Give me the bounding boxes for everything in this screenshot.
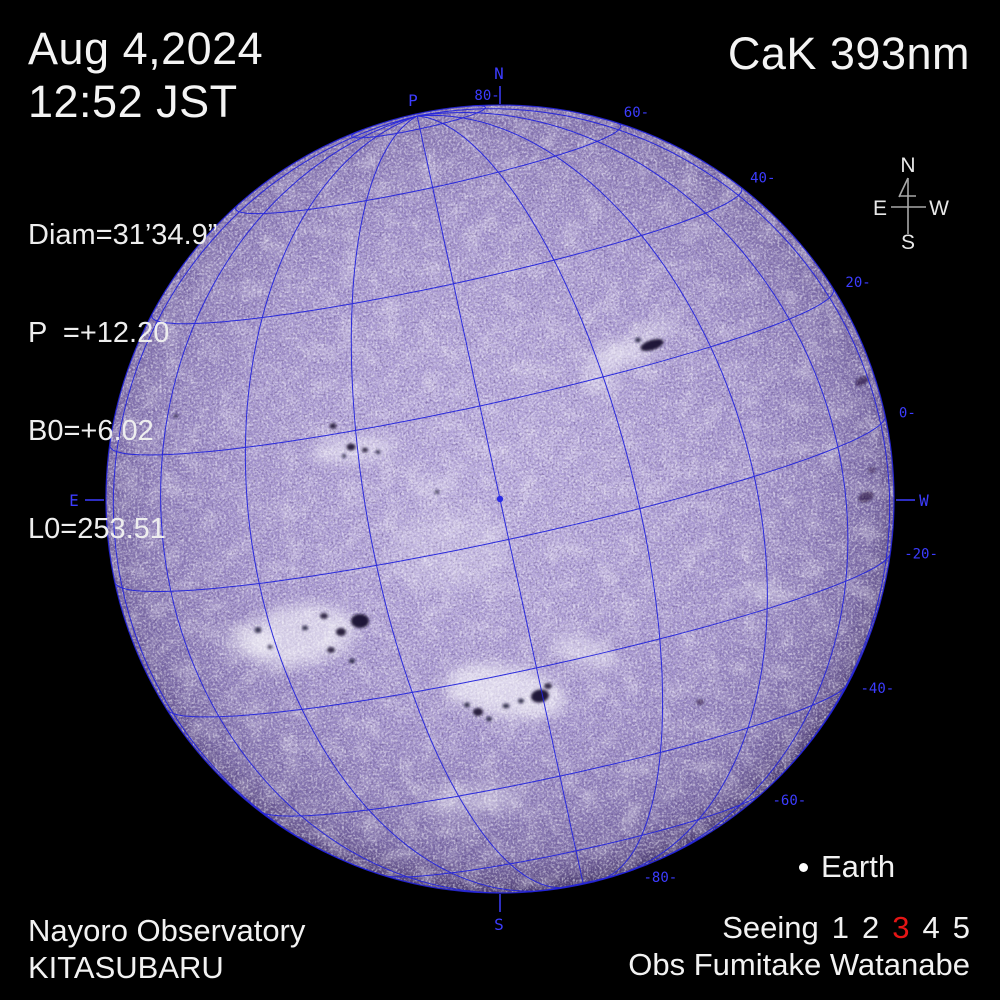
- sunspot: [342, 454, 346, 458]
- heliographic-grid: [109, 105, 891, 894]
- grid-line: [416, 115, 584, 884]
- l0-value: L0=253.51: [28, 513, 166, 546]
- plage-region: [390, 510, 510, 590]
- sunspot: [486, 716, 492, 722]
- grid-line: [244, 115, 549, 892]
- ephemeris-block: Diam=31’34.9” P =+12.20 B0=+6.02 L0=253.…: [28, 153, 217, 612]
- disk-center-marker: [496, 495, 504, 503]
- compass-north-label: N: [900, 154, 915, 177]
- grid-line: [417, 115, 664, 881]
- seeing-value-1: 1: [831, 910, 849, 945]
- disk-north-label: N: [494, 64, 504, 83]
- observatory-name: Nayoro Observatory: [28, 913, 306, 948]
- sunspot: [346, 443, 356, 451]
- seeing-observer-block: Seeing 1 2 3 4 5 Obs Fumitake Watanabe: [628, 910, 970, 983]
- sunspot: [254, 627, 262, 633]
- latitude-label: 20-: [845, 275, 870, 291]
- latitude-label: 40-: [750, 171, 775, 187]
- observer-name: Obs Fumitake Watanabe: [628, 946, 970, 982]
- sunspot: [267, 645, 273, 649]
- seeing-value-4: 4: [922, 910, 940, 945]
- sunspot: [336, 628, 346, 636]
- compass-east-label: E: [873, 197, 887, 220]
- sunspot: [858, 491, 874, 503]
- latitude-label: 80-: [474, 88, 499, 104]
- observation-datetime: Aug 4,2024 12:52 JST: [28, 22, 263, 128]
- grid-line: [350, 115, 565, 889]
- sunspot-groups: [173, 337, 876, 722]
- grid-line: [417, 108, 891, 785]
- sunspot: [473, 708, 483, 716]
- seeing-value-3-selected: 3: [892, 910, 910, 945]
- seeing-label: Seeing: [722, 910, 819, 945]
- plage-region: [582, 352, 618, 392]
- sunspot: [362, 447, 368, 453]
- sunspot: [531, 689, 549, 703]
- telescope-name: KITASUBARU: [28, 950, 224, 986]
- sunspot: [329, 423, 337, 429]
- b0-value: B0=+6.02: [28, 415, 154, 448]
- observatory-block: Nayoro Observatory KITASUBARU: [28, 912, 305, 986]
- sunspot: [351, 614, 369, 628]
- plage-region: [418, 785, 522, 815]
- plage-region: [407, 477, 457, 497]
- plage-region: [639, 317, 681, 343]
- disk-south-label: S: [494, 915, 504, 934]
- disk-west-label: W: [919, 491, 929, 510]
- sunspot: [635, 337, 641, 343]
- observation-date: Aug 4,2024: [28, 23, 264, 74]
- compass-rose: N E W S: [873, 154, 949, 254]
- sunspot: [434, 490, 440, 494]
- grid-line: [160, 115, 501, 894]
- latitude-labels: 80- 60- 40- 20- 0- -20- -40- -60- -80-: [474, 88, 938, 886]
- earth-scale-reference: Earth: [799, 849, 895, 885]
- solar-diameter-value: Diam=31’34.9”: [28, 218, 218, 251]
- grid-line: [112, 115, 418, 872]
- grid-line: [417, 111, 849, 859]
- p-angle-value: P =+12.20: [28, 316, 170, 349]
- plage-region: [744, 583, 796, 607]
- earth-scale-label: Earth: [821, 849, 896, 884]
- sunspot: [327, 647, 335, 653]
- latitude-label: -40-: [861, 681, 895, 697]
- plage-region: [552, 635, 618, 669]
- direction-ticks: [85, 86, 915, 912]
- sunspot: [855, 376, 869, 386]
- compass-south-label: S: [901, 231, 915, 254]
- compass-west-label: W: [929, 197, 949, 220]
- sunspot: [502, 703, 510, 709]
- seeing-scale-row: Seeing 1 2 3 4 5: [628, 910, 970, 947]
- seeing-value-5: 5: [952, 910, 970, 945]
- sunspot: [320, 613, 328, 619]
- filter-title: CaK 393nm: [727, 28, 970, 79]
- sunspot: [349, 658, 355, 664]
- latitude-label: -20-: [904, 547, 938, 563]
- sunspot: [518, 698, 524, 704]
- sunspot: [868, 467, 876, 473]
- grid-line: [417, 114, 768, 876]
- sunspot: [375, 450, 381, 454]
- disk-texture-layers: [106, 105, 894, 893]
- sunspot: [302, 625, 308, 631]
- solar-pole-label: P: [408, 91, 418, 110]
- seeing-value-2: 2: [862, 910, 880, 945]
- sunspot: [173, 414, 179, 418]
- plage-region: [222, 626, 274, 658]
- observation-time: 12:52 JST: [28, 76, 238, 128]
- disk-east-label: E: [69, 491, 79, 510]
- earth-size-dot: [799, 862, 808, 872]
- compass-lines: [891, 177, 926, 234]
- sunspot: [464, 702, 470, 708]
- plage-region: [443, 664, 567, 720]
- latitude-label: -60-: [773, 793, 807, 809]
- latitude-label: 60-: [624, 105, 649, 121]
- latitude-label: 0-: [899, 406, 916, 422]
- latitude-label: -80-: [644, 870, 678, 886]
- sunspot: [544, 683, 552, 689]
- disk-direction-labels: N S E W P: [69, 64, 929, 934]
- sunspot: [696, 699, 704, 705]
- sunspot: [640, 338, 664, 352]
